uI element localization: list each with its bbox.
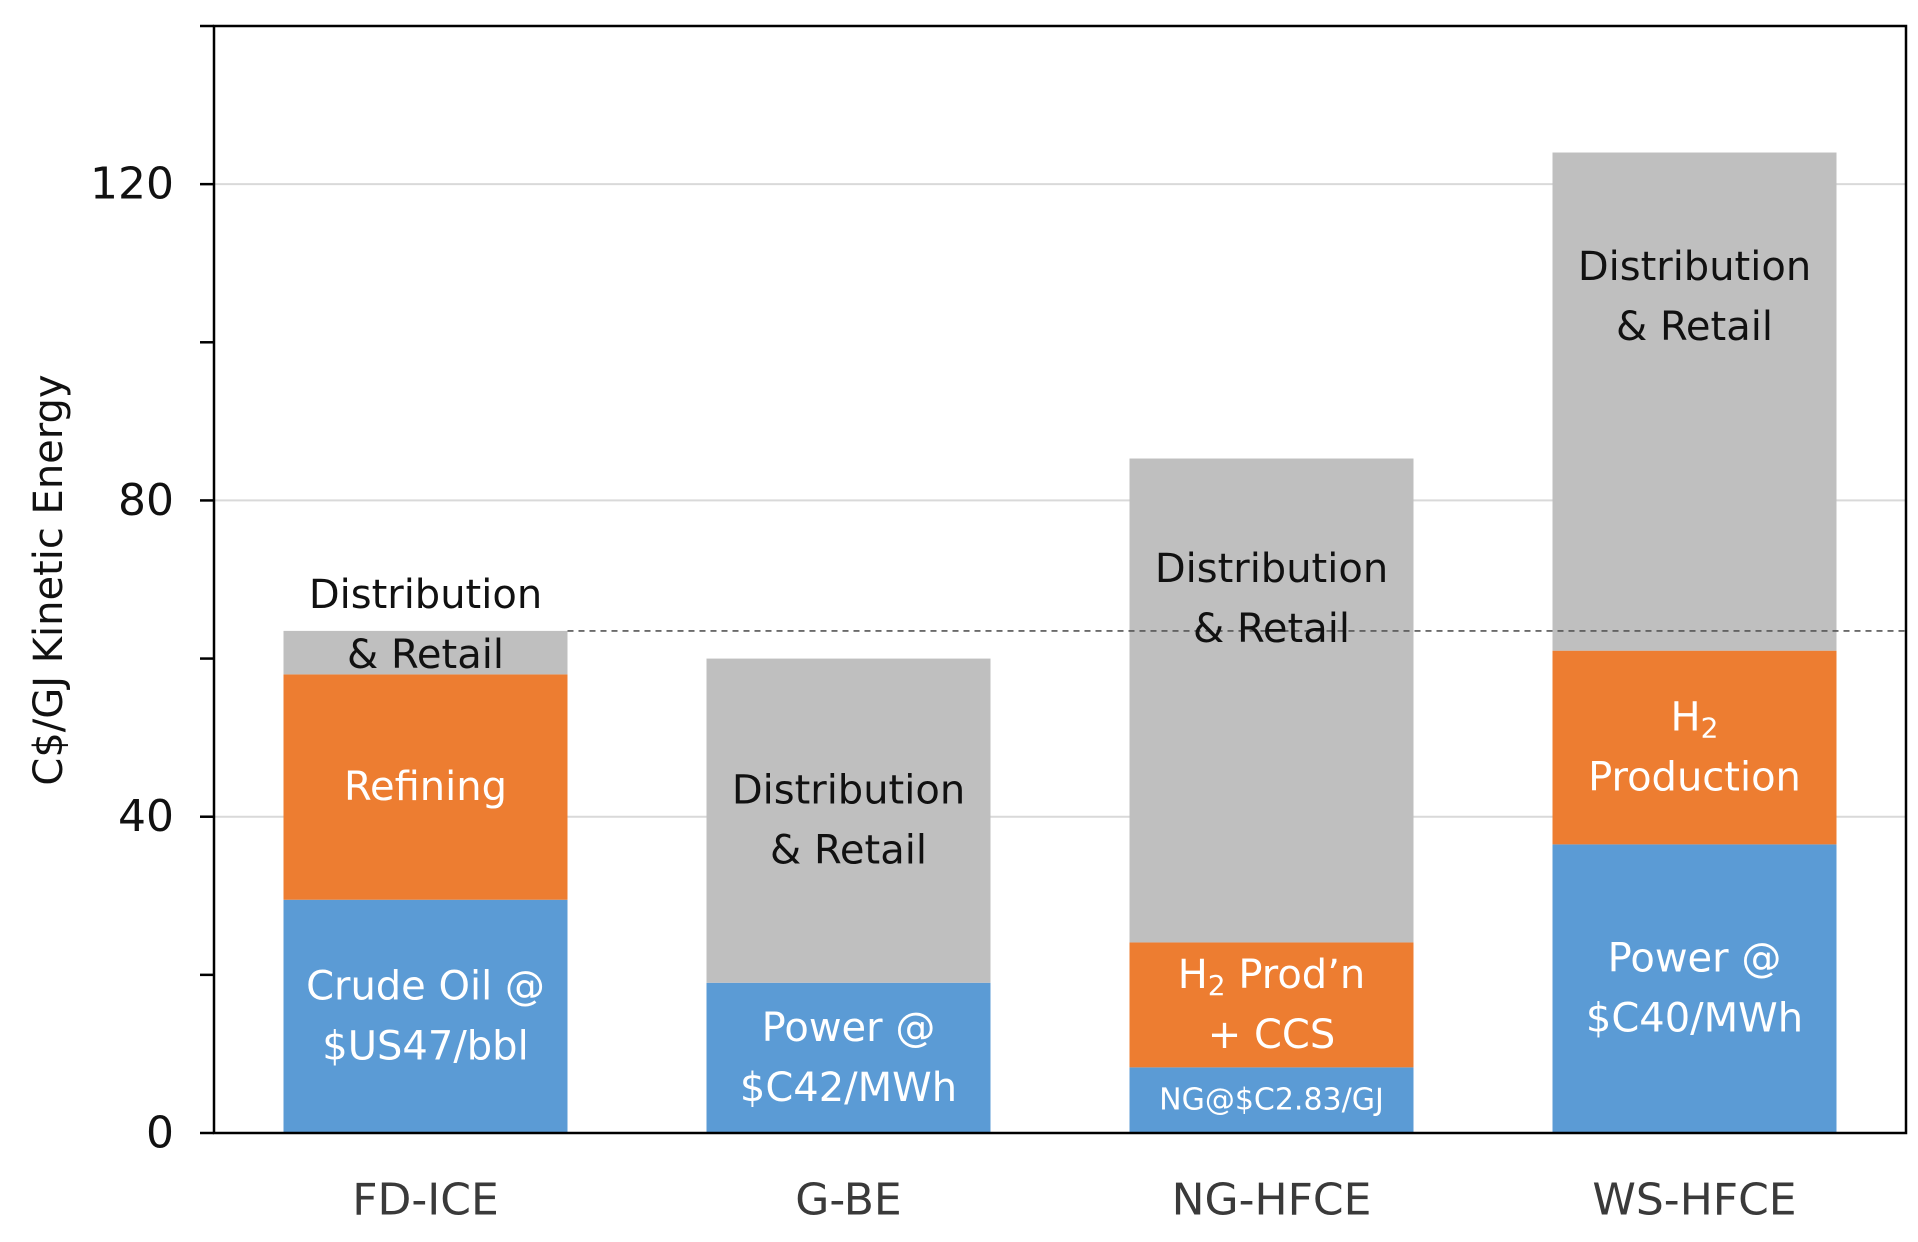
bar-segment-conversion: [283, 674, 568, 900]
bar-segment-label: & Retail: [770, 828, 927, 874]
bar-segment-label: H2 Prod’n: [1178, 952, 1366, 1002]
x-category-label: NG-HFCE: [1172, 1175, 1372, 1226]
x-category-label: G-BE: [795, 1175, 901, 1226]
bar-segment-distribution: [706, 658, 991, 983]
x-category-label: WS-HFCE: [1592, 1175, 1796, 1226]
bar-segment-conversion: [1129, 942, 1414, 1068]
y-tick-label: 0: [146, 1108, 174, 1159]
bar-segment-label: & Retail: [347, 632, 504, 678]
segment-labels: Crude Oil @ $US47/bbl Refining Distribution…: [306, 244, 1811, 1118]
bar-segment-label: Distribution: [732, 768, 965, 814]
plot-frame: [212, 24, 1908, 1135]
bar-segment-distribution: [1552, 152, 1837, 651]
x-axis: FD-ICE G-BE NG-HFCE WS-HFCE: [352, 1175, 1796, 1226]
bar-segment-feedstock: [706, 982, 991, 1133]
bar-segment-label: & Retail: [1193, 606, 1350, 652]
bar-segment-feedstock: [283, 899, 568, 1133]
bar-segment-label: Refining: [344, 764, 507, 810]
y-axis-title: C$/GJ Kinetic Energy: [26, 374, 72, 785]
bar-segment-label: H2: [1671, 695, 1719, 745]
plot-border: [212, 24, 1908, 1135]
y-tick-label: 120: [90, 159, 174, 210]
bar-segment-label: + CCS: [1208, 1012, 1335, 1058]
bar-segment-label: Power @: [762, 1005, 936, 1051]
y-tick-label: 40: [118, 791, 174, 842]
bar-segment-label: Power @: [1608, 936, 1782, 982]
bar-segment-label: Production: [1588, 755, 1801, 801]
bar-segment-conversion: [1552, 650, 1837, 845]
bar-segment-feedstock: [1129, 1067, 1414, 1133]
y-tick-label: 80: [118, 475, 174, 526]
bar-segment-label: & Retail: [1616, 304, 1773, 350]
bar-segment-label: Distribution: [1155, 546, 1388, 592]
bar-segment-label: NG@$C2.83/GJ: [1159, 1083, 1384, 1118]
x-category-label: FD-ICE: [352, 1175, 499, 1226]
bar-segment-label: Distribution: [1578, 244, 1811, 290]
bar-segment-distribution: [1129, 458, 1414, 943]
bar-segment-label: Crude Oil @: [306, 963, 545, 1009]
bar-segment-label: Distribution: [309, 572, 542, 618]
bar-segment-distribution: [283, 630, 568, 675]
bar-stacks: [283, 152, 1837, 1133]
bar-segment-label: $C42/MWh: [740, 1065, 957, 1111]
y-axis: 0 40 80 120: [90, 24, 214, 1159]
bar-segment-label: $C40/MWh: [1586, 996, 1803, 1042]
bar-segment-label: $US47/bbl: [322, 1023, 528, 1069]
bar-segment-feedstock: [1552, 844, 1837, 1133]
